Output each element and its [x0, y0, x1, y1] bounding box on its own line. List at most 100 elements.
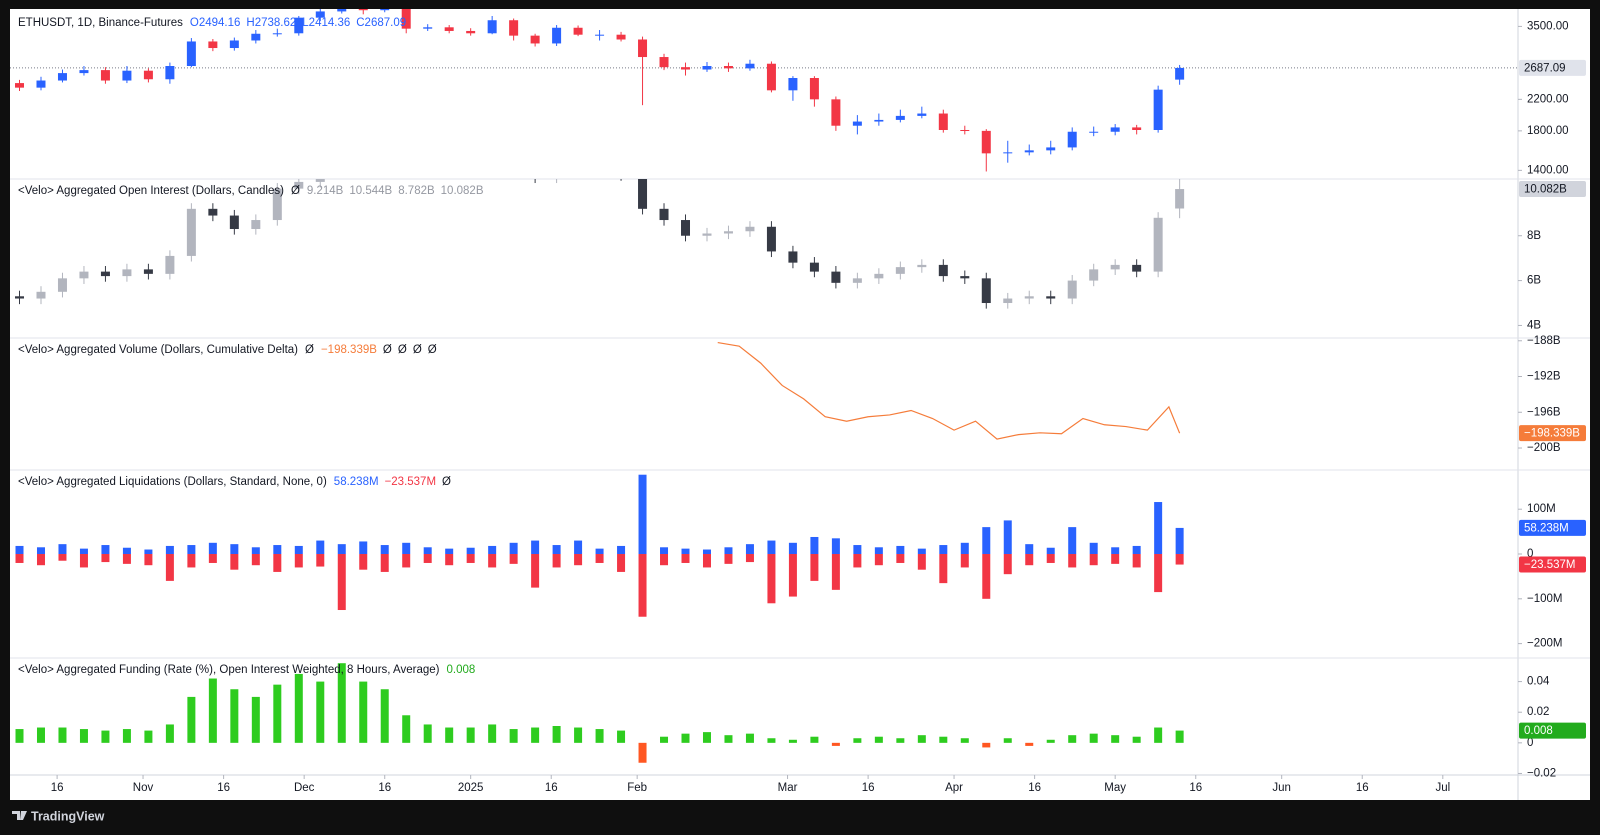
bar [101, 554, 110, 563]
bar [831, 538, 840, 555]
candle-body [143, 269, 153, 274]
candle-body [1067, 131, 1077, 148]
bar [1003, 738, 1012, 743]
candle-body [1132, 264, 1142, 272]
x-tick-label: Jun [1272, 782, 1291, 794]
y-tick-label: −0.02 [1527, 767, 1556, 779]
bar [1132, 554, 1141, 568]
y-tick-label: 100M [1527, 503, 1556, 515]
bar [660, 554, 669, 566]
bar [445, 554, 454, 566]
bar [939, 554, 948, 584]
candle-body [79, 271, 89, 279]
bar [15, 545, 24, 555]
candle-body [659, 57, 669, 68]
bar [402, 554, 411, 568]
y-tick-label: 2200.00 [1527, 93, 1569, 105]
candle-body [681, 220, 691, 236]
pane [15, 474, 1184, 617]
bar [939, 736, 948, 743]
bar [638, 742, 647, 763]
bar [58, 544, 67, 555]
candle-body [1003, 298, 1013, 304]
bar [273, 545, 282, 555]
candle-body [401, 9, 411, 29]
candle-body [917, 113, 927, 116]
pane [717, 341, 1181, 440]
bar [724, 735, 733, 743]
candle-body [659, 208, 669, 221]
axis-value-box [1519, 556, 1586, 573]
bar [702, 732, 711, 743]
bar [251, 554, 260, 566]
x-tick-label: 2025 [458, 782, 484, 794]
candle-body [638, 39, 648, 58]
candle-body [1046, 296, 1056, 299]
cvd-line [717, 341, 1181, 440]
legend-status: Ø [305, 344, 314, 356]
bar [165, 545, 174, 555]
bar [380, 545, 389, 555]
pane-title: <Velo> Aggregated Liquidations (Dollars,… [18, 476, 327, 488]
y-tick-label: −200B [1527, 442, 1561, 454]
candle-body [831, 271, 841, 283]
candle-body [1153, 217, 1163, 272]
bar [316, 554, 325, 567]
legend-value: Ø [383, 344, 392, 356]
bar [810, 736, 819, 743]
bar [810, 554, 819, 581]
bar [273, 554, 282, 572]
bar [58, 727, 67, 743]
candle-body [530, 35, 540, 44]
bar [1068, 554, 1077, 568]
bar [251, 696, 260, 743]
y-tick-label: −196B [1527, 406, 1561, 418]
legend-value: Ø [442, 476, 451, 488]
candle-body [552, 27, 562, 44]
bar [531, 554, 540, 588]
legend-value: −198.339B [321, 344, 377, 356]
bar [1089, 542, 1098, 555]
bar [208, 678, 217, 743]
candle-body [1024, 150, 1034, 153]
candle-body [251, 33, 261, 41]
candle-body [745, 63, 755, 69]
bar [1175, 730, 1184, 743]
bar [767, 540, 776, 555]
bar [273, 684, 282, 743]
pane-title: <Velo> Aggregated Open Interest (Dollars… [18, 185, 284, 197]
candle-body [57, 278, 67, 292]
bar [15, 729, 24, 743]
y-tick-label: 3500.00 [1527, 20, 1569, 32]
candle-body [100, 271, 110, 277]
bar [337, 554, 346, 611]
bar [531, 540, 540, 555]
bar [681, 548, 690, 555]
candle-body [981, 278, 991, 304]
bar [1111, 547, 1120, 555]
candle-body [874, 119, 884, 122]
candle-body [272, 33, 282, 35]
x-tick-label: 16 [51, 782, 64, 794]
bar [294, 554, 303, 568]
brand[interactable]: TradingView [31, 809, 105, 823]
candle-body [315, 11, 325, 18]
candle-body [165, 66, 175, 80]
candle-body [1089, 269, 1099, 281]
bar [337, 544, 346, 555]
axis-value-box [1519, 59, 1586, 76]
bar [187, 545, 196, 555]
bar [552, 554, 561, 568]
bar [1154, 727, 1163, 743]
candle-body [15, 83, 25, 88]
bar [122, 554, 131, 564]
candle-body [1024, 296, 1034, 299]
bar [724, 547, 733, 555]
bar [36, 727, 45, 743]
candle-body [143, 70, 153, 80]
bar [423, 724, 432, 743]
bar [810, 536, 819, 555]
x-tick-label: 16 [217, 782, 230, 794]
legend-value: 10.082B [441, 185, 484, 197]
